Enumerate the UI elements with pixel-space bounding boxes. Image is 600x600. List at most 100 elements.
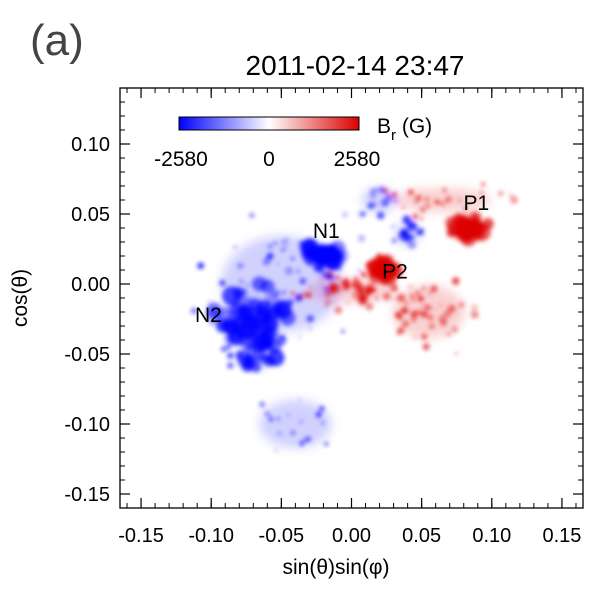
field-element — [249, 212, 255, 218]
field-element — [429, 324, 434, 329]
field-element — [404, 301, 408, 305]
y-tick-labels: 0.10 0.05 0.00 -0.05 -0.10 -0.15 — [64, 134, 110, 506]
field-element — [340, 329, 345, 334]
field-element — [365, 283, 373, 291]
field-element — [440, 319, 447, 327]
field-element — [358, 234, 365, 242]
field-element — [373, 203, 378, 207]
field-element — [371, 282, 375, 286]
field-element — [413, 335, 417, 339]
region-label-n2: N2 — [195, 304, 222, 327]
field-element — [315, 411, 322, 418]
field-element — [353, 276, 358, 280]
field-element — [352, 289, 363, 300]
field-element — [416, 229, 423, 236]
field-element — [497, 190, 504, 197]
field-element — [419, 206, 426, 214]
field-element — [471, 304, 478, 311]
field-core — [455, 219, 486, 237]
field-element — [299, 278, 306, 285]
field-element — [422, 309, 428, 316]
field-element — [392, 297, 396, 301]
field-element — [298, 240, 304, 246]
y-tick-label: 0.10 — [71, 134, 110, 156]
field-element — [391, 225, 395, 228]
field-element — [276, 417, 280, 421]
field-core — [232, 314, 261, 338]
field-element — [276, 262, 279, 265]
field-element — [302, 439, 305, 442]
region-labels: N1 N2 P1 P2 — [195, 192, 489, 327]
field-element — [281, 240, 285, 244]
field-element — [325, 299, 332, 306]
region-label-p1: P1 — [464, 192, 490, 215]
field-element — [233, 245, 237, 249]
field-element — [315, 269, 319, 273]
field-element — [275, 306, 283, 314]
field-element — [208, 299, 212, 303]
field-element — [284, 238, 289, 243]
field-element — [290, 257, 295, 261]
field-element — [205, 307, 222, 323]
field-element — [428, 307, 431, 311]
field-element — [277, 431, 282, 436]
y-tick-label: 0.05 — [71, 204, 110, 226]
field-element — [481, 182, 486, 187]
x-tick-label: -0.10 — [188, 525, 234, 547]
field-element — [243, 361, 251, 369]
x-tick-label: 0.10 — [472, 525, 511, 547]
field-element — [268, 416, 274, 422]
field-element — [321, 421, 325, 425]
field-element — [438, 202, 441, 205]
field-element — [190, 307, 198, 315]
field-element — [308, 327, 312, 330]
field-element — [402, 307, 409, 314]
field-element — [457, 198, 462, 203]
field-element — [305, 292, 312, 299]
field-element — [382, 292, 391, 301]
field-element — [360, 291, 370, 301]
field-element — [379, 187, 386, 194]
field-element — [441, 201, 446, 207]
colorbar-max-label: 2580 — [334, 148, 381, 171]
field-element — [260, 314, 279, 333]
field-element — [370, 288, 374, 292]
field-element — [454, 352, 458, 356]
field-element — [510, 196, 518, 204]
field-element — [396, 293, 406, 302]
colorbar-mid-label: 0 — [263, 148, 275, 171]
field-element — [324, 304, 328, 308]
field-element — [410, 295, 417, 303]
field-element — [285, 300, 288, 303]
field-element — [402, 215, 412, 225]
field-element — [509, 193, 512, 197]
field-element — [282, 304, 286, 308]
field-element — [298, 398, 301, 402]
field-element — [239, 279, 244, 284]
field-element — [299, 441, 305, 446]
field-element — [387, 278, 397, 288]
field-element — [359, 288, 363, 292]
field-element — [324, 441, 329, 447]
field-element — [306, 315, 314, 323]
field-element — [376, 211, 385, 220]
field-element — [197, 262, 205, 270]
field-element — [365, 275, 368, 278]
y-tick-label: -0.05 — [64, 344, 110, 366]
field-element — [369, 192, 377, 199]
axis-ticks — [120, 87, 583, 509]
region-label-n1: N1 — [313, 220, 340, 243]
field-element — [360, 271, 367, 278]
field-element — [257, 337, 271, 351]
field-core — [376, 260, 397, 280]
plot-title: 2011-02-14 23:47 — [245, 50, 465, 81]
field-element — [335, 275, 340, 280]
field-element — [265, 282, 269, 285]
field-element — [415, 290, 421, 296]
field-element — [470, 310, 479, 319]
field-element — [421, 333, 428, 340]
field-element — [430, 285, 438, 293]
field-element — [443, 310, 452, 318]
field-element — [392, 192, 397, 197]
